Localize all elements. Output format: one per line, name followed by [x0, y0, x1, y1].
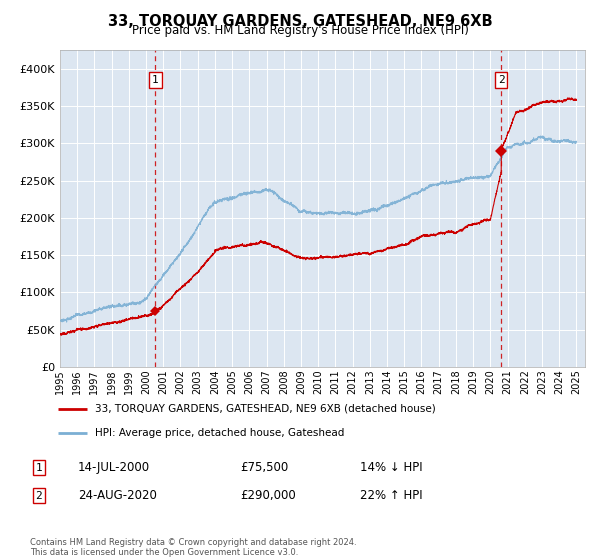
- Text: 1: 1: [35, 463, 43, 473]
- Text: Contains HM Land Registry data © Crown copyright and database right 2024.
This d: Contains HM Land Registry data © Crown c…: [30, 538, 356, 557]
- Text: £290,000: £290,000: [240, 489, 296, 502]
- Text: 2: 2: [35, 491, 43, 501]
- Text: Price paid vs. HM Land Registry's House Price Index (HPI): Price paid vs. HM Land Registry's House …: [131, 24, 469, 37]
- Text: 33, TORQUAY GARDENS, GATESHEAD, NE9 6XB: 33, TORQUAY GARDENS, GATESHEAD, NE9 6XB: [107, 14, 493, 29]
- Text: 14% ↓ HPI: 14% ↓ HPI: [360, 461, 422, 474]
- Text: 1: 1: [152, 75, 159, 85]
- Text: 33, TORQUAY GARDENS, GATESHEAD, NE9 6XB (detached house): 33, TORQUAY GARDENS, GATESHEAD, NE9 6XB …: [95, 404, 436, 414]
- Text: 14-JUL-2000: 14-JUL-2000: [78, 461, 150, 474]
- Text: 22% ↑ HPI: 22% ↑ HPI: [360, 489, 422, 502]
- Text: 2: 2: [498, 75, 505, 85]
- Text: HPI: Average price, detached house, Gateshead: HPI: Average price, detached house, Gate…: [95, 428, 344, 437]
- Text: £75,500: £75,500: [240, 461, 288, 474]
- Text: 24-AUG-2020: 24-AUG-2020: [78, 489, 157, 502]
